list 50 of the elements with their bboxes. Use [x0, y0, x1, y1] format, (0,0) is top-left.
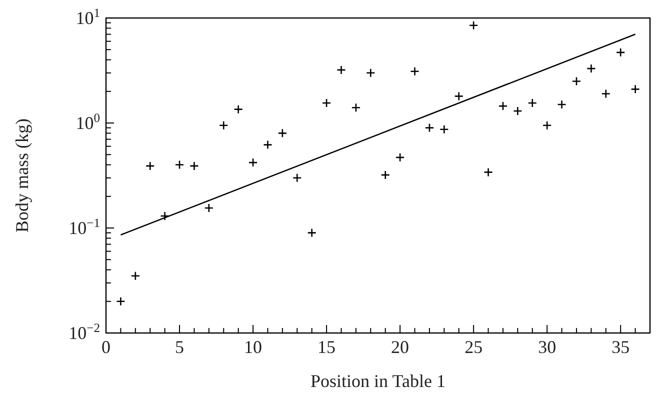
x-tick-label: 10	[244, 337, 262, 357]
point	[586, 64, 596, 74]
point	[292, 173, 302, 183]
x-tick-label: 15	[318, 337, 336, 357]
x-tick-label: 5	[175, 337, 184, 357]
point	[424, 123, 434, 132]
point	[572, 76, 582, 86]
y-tick-label: 10$^{1}$	[76, 6, 100, 28]
x-tick-label: 35	[612, 337, 630, 357]
point	[322, 98, 332, 108]
point	[263, 140, 272, 150]
x-tick-label: 0	[102, 337, 110, 357]
point	[336, 65, 346, 75]
point	[278, 128, 288, 138]
point	[630, 84, 640, 94]
point	[616, 48, 626, 58]
point	[498, 101, 508, 111]
point	[468, 20, 478, 30]
point	[234, 104, 243, 114]
point	[410, 66, 420, 76]
point	[351, 103, 361, 112]
y-tick-label: 10$^{−1}$	[68, 216, 100, 238]
y-tick-label: 10$^{0}$	[76, 111, 100, 133]
point	[366, 68, 376, 78]
point	[204, 203, 214, 213]
y-axis-title: Body mass (kg)	[12, 118, 32, 232]
point	[454, 92, 464, 101]
x-tick-label: 25	[464, 337, 483, 357]
y-tick-label: 10$^{−2}$	[68, 321, 100, 343]
point	[190, 161, 199, 171]
point	[380, 170, 390, 180]
point	[307, 228, 316, 238]
point	[395, 152, 405, 162]
point	[116, 296, 126, 306]
x-axis-title: Position in Table 1	[310, 371, 446, 391]
point	[513, 106, 522, 116]
point	[130, 271, 140, 281]
point	[440, 124, 449, 134]
point	[542, 120, 552, 130]
x-tick-label: 20	[391, 337, 410, 357]
point	[528, 98, 538, 108]
point	[218, 120, 228, 130]
point	[160, 211, 170, 221]
x-tick-label: 30	[538, 337, 556, 357]
point	[484, 168, 493, 177]
point	[174, 160, 184, 170]
point	[248, 158, 258, 168]
point	[601, 89, 611, 98]
point	[145, 161, 155, 171]
point	[557, 100, 566, 110]
